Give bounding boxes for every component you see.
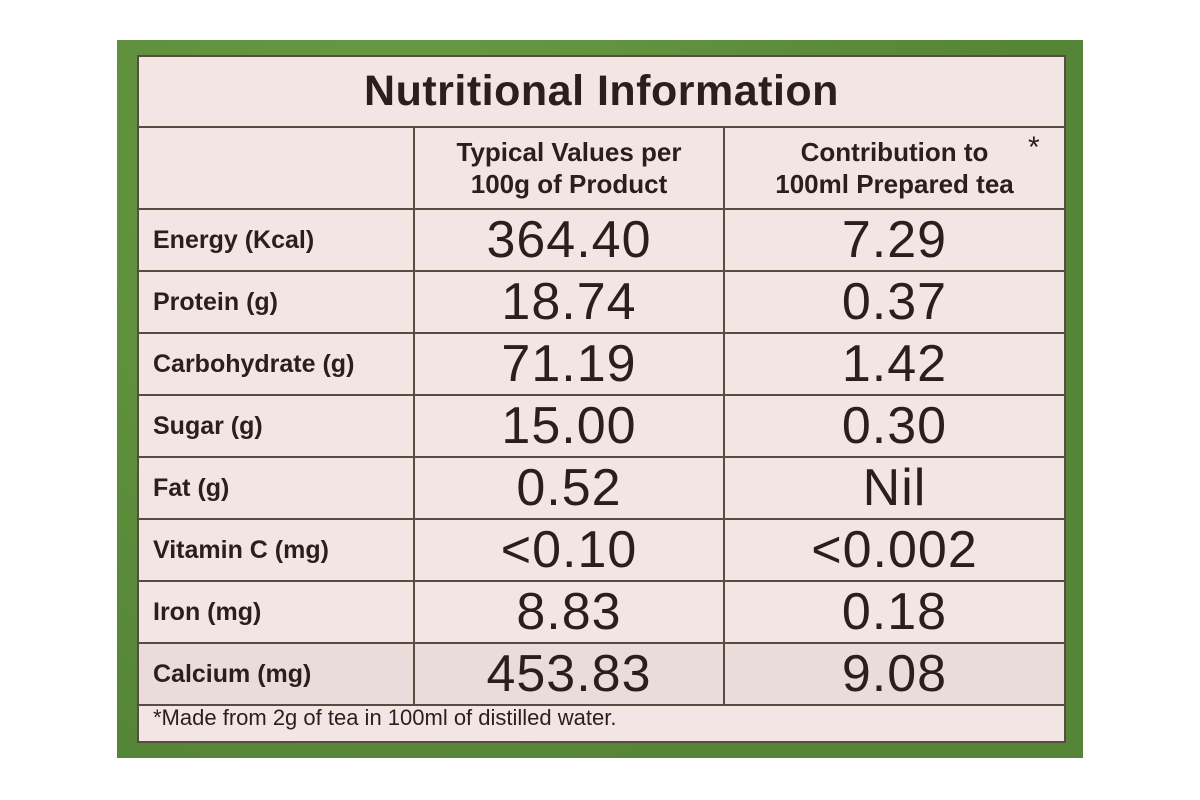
per-100ml-column-header: Contribution to 100ml Prepared tea * xyxy=(722,126,1065,210)
per-100g-header-text: Typical Values per 100g of Product xyxy=(456,137,682,199)
table-row: Calcium (mg) 453.83 9.08 xyxy=(139,642,1065,706)
per-100g-value: 0.52 xyxy=(413,456,725,520)
table-row: Iron (mg) 8.83 0.18 xyxy=(139,580,1065,644)
table-row: Carbohydrate (g) 71.19 1.42 xyxy=(139,332,1065,396)
per-100ml-value: 7.29 xyxy=(722,208,1065,272)
nutrient-name: Protein (g) xyxy=(139,270,415,334)
nutrient-name: Carbohydrate (g) xyxy=(139,332,415,396)
nutrient-name: Energy (Kcal) xyxy=(139,208,415,272)
nutrition-table: Nutritional Information Typical Values p… xyxy=(139,57,1065,706)
footnote: *Made from 2g of tea in 100ml of distill… xyxy=(153,705,617,730)
per-100g-value: 364.40 xyxy=(413,208,725,272)
per-100g-value: 71.19 xyxy=(413,332,725,396)
per-100g-value: 8.83 xyxy=(413,580,725,644)
per-100g-value: 15.00 xyxy=(413,394,725,458)
asterisk-mark: * xyxy=(1028,131,1040,164)
per-100ml-value: <0.002 xyxy=(722,518,1065,582)
per-100ml-value: 1.42 xyxy=(722,332,1065,396)
table-title: Nutritional Information xyxy=(139,57,1065,128)
per-100g-column-header: Typical Values per 100g of Product xyxy=(413,126,725,210)
nutrient-name: Fat (g) xyxy=(139,456,415,520)
per-100ml-value: Nil xyxy=(722,456,1065,520)
per-100g-value: <0.10 xyxy=(413,518,725,582)
nutrient-column-header xyxy=(139,126,415,210)
table-row: Energy (Kcal) 364.40 7.29 xyxy=(139,208,1065,272)
nutrition-label: Nutritional Information Typical Values p… xyxy=(137,55,1066,743)
nutrient-name: Iron (mg) xyxy=(139,580,415,644)
per-100ml-value: 9.08 xyxy=(722,642,1065,706)
nutrient-name: Sugar (g) xyxy=(139,394,415,458)
table-row: Vitamin C (mg) <0.10 <0.002 xyxy=(139,518,1065,582)
per-100ml-value: 0.30 xyxy=(722,394,1065,458)
nutrient-name: Vitamin C (mg) xyxy=(139,518,415,582)
nutrient-name: Calcium (mg) xyxy=(139,642,415,706)
per-100g-value: 453.83 xyxy=(413,642,725,706)
table-row: Sugar (g) 15.00 0.30 xyxy=(139,394,1065,458)
table-row: Protein (g) 18.74 0.37 xyxy=(139,270,1065,334)
per-100g-value: 18.74 xyxy=(413,270,725,334)
per-100ml-value: 0.18 xyxy=(722,580,1065,644)
per-100ml-header-text: Contribution to 100ml Prepared tea xyxy=(775,137,1014,199)
table-row: Fat (g) 0.52 Nil xyxy=(139,456,1065,520)
per-100ml-value: 0.37 xyxy=(722,270,1065,334)
per-100ml-header-wrap: Contribution to 100ml Prepared tea * xyxy=(775,132,1039,200)
